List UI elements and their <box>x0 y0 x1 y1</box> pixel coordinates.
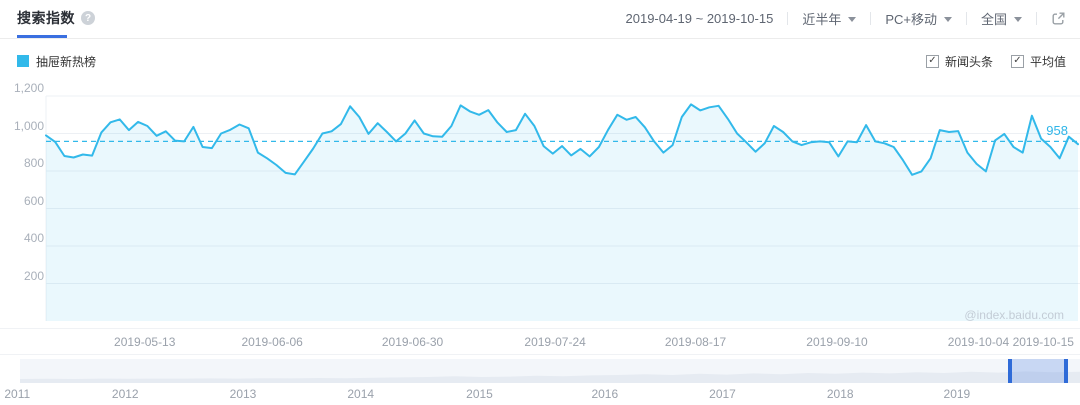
y-tick-label: 1,200 <box>13 81 44 95</box>
watermark: @index.baidu.com <box>964 308 1064 322</box>
x-tick-label: 2019-09-10 <box>806 335 868 349</box>
checkbox-checked-icon[interactable] <box>925 54 939 68</box>
average-toggle-label: 平均值 <box>1029 54 1066 69</box>
year-label[interactable]: 2016 <box>591 387 619 401</box>
x-axis: 2019-05-13 2019-06-06 2019-06-30 2019-07-24… <box>0 328 1080 355</box>
x-tick-label: 2019-10-15 <box>1012 335 1074 349</box>
checkbox-checked-icon[interactable] <box>1010 54 1024 68</box>
series-color-swatch <box>17 55 29 67</box>
y-tick-label: 400 <box>23 231 44 245</box>
x-tick-label: 2019-10-04 <box>947 335 1010 349</box>
timeline-scrubber[interactable] <box>0 359 1080 383</box>
legend-row: 抽屉新热榜 新闻头条 平均值 <box>0 49 1080 73</box>
time-range-value: 近半年 <box>802 11 842 27</box>
caret-down-icon <box>943 16 952 22</box>
caret-down-icon <box>1014 16 1022 22</box>
index-line-svg <box>45 95 1080 322</box>
page-title[interactable]: 搜索指数 <box>17 10 75 26</box>
year-label[interactable]: 2012 <box>111 387 139 401</box>
timeline-overview-svg <box>20 371 1080 383</box>
region-select[interactable]: 全国 <box>981 9 1022 28</box>
separator <box>965 11 967 25</box>
x-tick-label: 2019-05-13 <box>114 335 176 349</box>
year-label[interactable]: 2019 <box>943 387 971 401</box>
legend-item-keyword[interactable]: 抽屉新热榜 <box>17 53 96 70</box>
device-value: PC+移动 <box>885 11 937 27</box>
y-tick-label: 1,000 <box>13 118 44 133</box>
timeline-track[interactable] <box>20 359 1080 383</box>
chart-toggles: 新闻头条 平均值 <box>925 53 1066 70</box>
year-label[interactable]: 2015 <box>466 387 493 401</box>
year-label[interactable]: 2013 <box>229 387 257 401</box>
year-label[interactable]: 2014 <box>347 387 375 401</box>
external-link-icon[interactable] <box>1051 11 1066 26</box>
chart-controls: 2019-04-19 ~ 2019-10-15 近半年 PC+移动 全国 <box>626 9 1067 28</box>
index-trend-chart: 1,200 1,000 800 600 400 200 958 @index.baidu.… <box>0 81 1080 328</box>
selection-left-handle[interactable] <box>1007 359 1012 383</box>
average-toggle[interactable]: 平均值 <box>1010 53 1066 70</box>
caret-down-icon <box>848 16 857 22</box>
keyword-label: 抽屉新热榜 <box>36 54 97 69</box>
separator <box>787 11 789 25</box>
y-tick-label: 800 <box>23 156 44 170</box>
average-value-label: 958 <box>1046 123 1068 139</box>
news-headlines-toggle[interactable]: 新闻头条 <box>925 53 993 70</box>
year-label[interactable]: 2017 <box>709 387 736 401</box>
selection-right-handle[interactable] <box>1064 359 1069 383</box>
x-tick-label: 2019-06-30 <box>381 335 444 349</box>
tab-bar <box>0 35 1080 39</box>
y-tick-label: 200 <box>23 268 44 283</box>
region-value: 全国 <box>980 11 1007 27</box>
year-label[interactable]: 2018 <box>826 387 854 401</box>
year-label[interactable]: 2011 <box>4 387 31 401</box>
time-range-select[interactable]: 近半年 <box>802 9 857 28</box>
active-tab-indicator <box>17 35 67 38</box>
news-toggle-label: 新闻头条 <box>944 54 993 69</box>
help-icon[interactable]: ? <box>81 11 95 25</box>
x-tick-label: 2019-06-06 <box>241 335 303 349</box>
header: 搜索指数 ? 2019-04-19 ~ 2019-10-15 近半年 PC+移动… <box>0 0 1080 36</box>
separator <box>1036 11 1037 25</box>
timeline-selection[interactable] <box>1007 359 1069 383</box>
year-axis: 2011 2012 2013 2014 2015 2016 2017 2018 2019 <box>0 383 1080 404</box>
y-tick-label: 600 <box>23 193 44 208</box>
device-select[interactable]: PC+移动 <box>885 9 952 28</box>
date-range: 2019-04-19 ~ 2019-10-15 <box>625 10 774 26</box>
separator <box>870 11 872 25</box>
x-tick-label: 2019-07-24 <box>524 335 586 349</box>
x-tick-label: 2019-08-17 <box>664 335 727 349</box>
